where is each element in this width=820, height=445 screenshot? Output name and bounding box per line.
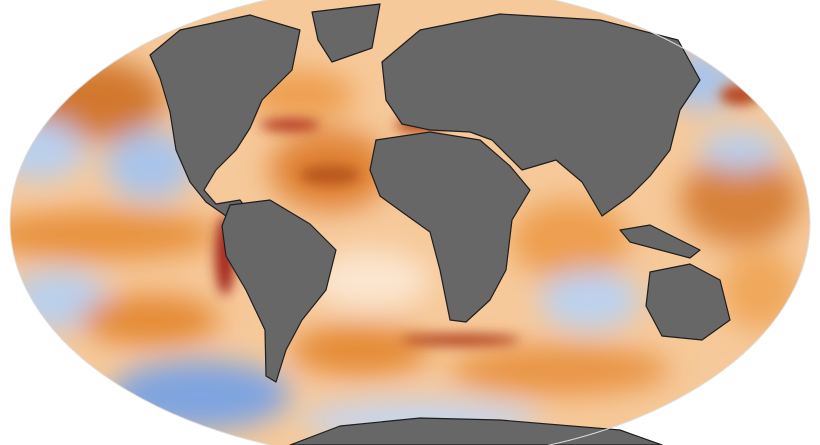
eurasia [381,13,701,217]
continents [149,3,731,445]
indonesia [619,224,701,259]
antarctica [289,417,663,445]
globe-outline [9,0,811,445]
africa [369,131,531,323]
north-america [149,14,301,217]
australia [645,263,731,341]
south-america [221,199,337,383]
greenland [311,3,381,63]
